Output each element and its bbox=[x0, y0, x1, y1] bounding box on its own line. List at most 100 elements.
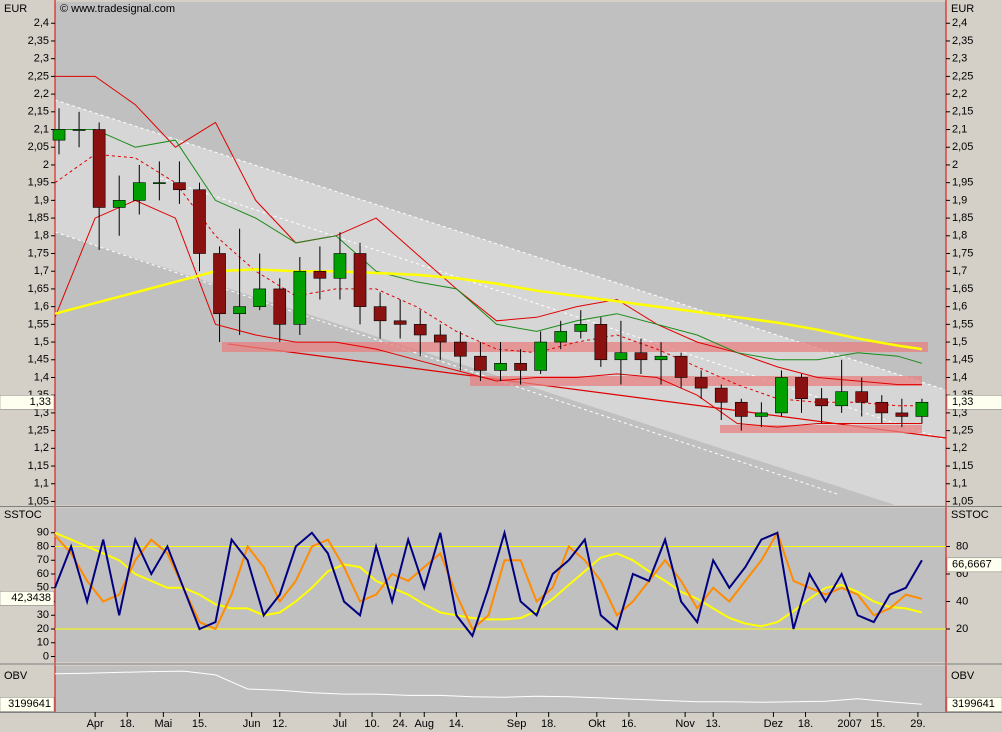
y-tick-label: 1,5 bbox=[34, 336, 49, 348]
y-tick-label: 10 bbox=[37, 637, 49, 649]
x-tick-label: Dez bbox=[764, 718, 784, 730]
candle-body bbox=[132, 182, 146, 201]
value-box bbox=[946, 557, 1002, 573]
y-tick-label: 1,65 bbox=[952, 283, 973, 295]
candle-body bbox=[634, 352, 648, 361]
y-tick-label: 1,55 bbox=[952, 318, 973, 330]
y-tick-label: 1,85 bbox=[28, 212, 49, 224]
candle-body bbox=[193, 189, 206, 254]
y-tick-label: 1,25 bbox=[28, 425, 49, 437]
x-tick-label: Nov bbox=[675, 718, 695, 730]
candle-body bbox=[514, 363, 527, 371]
y-tick-label: 30 bbox=[37, 609, 49, 621]
y-tick-label: 1,4 bbox=[952, 371, 967, 383]
candle-body bbox=[112, 200, 126, 208]
candle-body bbox=[474, 355, 487, 371]
obv-title: OBV bbox=[951, 670, 975, 682]
candle-body bbox=[333, 253, 347, 279]
y-tick-label: 1,75 bbox=[952, 247, 973, 259]
obv-plot-area bbox=[55, 666, 946, 712]
x-tick-label: 15. bbox=[192, 718, 207, 730]
y-tick-label: 2,4 bbox=[34, 17, 49, 29]
candle-body bbox=[433, 334, 447, 343]
candle-body bbox=[895, 412, 909, 417]
candle-body bbox=[413, 324, 427, 336]
x-tick-label: Aug bbox=[414, 718, 434, 730]
candle-body bbox=[835, 391, 848, 407]
y-tick-label: 1,3 bbox=[34, 407, 49, 419]
x-tick-label: Mai bbox=[154, 718, 172, 730]
x-tick-label: 2007 bbox=[837, 718, 861, 730]
y-tick-label: 1,1 bbox=[34, 478, 49, 490]
value-label: 66,6667 bbox=[952, 559, 992, 571]
overlay-line bbox=[54, 199, 922, 428]
candle-body bbox=[173, 182, 186, 191]
y-tick-label: 1,2 bbox=[952, 442, 967, 454]
x-tick-label: Apr bbox=[87, 718, 104, 730]
y-tick-label: 1,9 bbox=[34, 194, 49, 206]
y-tick-label: 2,35 bbox=[952, 35, 973, 47]
x-tick-label: 18. bbox=[120, 718, 135, 730]
y-tick-label: 1,45 bbox=[952, 354, 973, 366]
channel-upper bbox=[54, 99, 947, 391]
value-box bbox=[0, 697, 55, 712]
y-tick-label: 1,9 bbox=[952, 194, 967, 206]
channel-middle bbox=[159, 177, 947, 441]
value-box bbox=[946, 395, 1002, 410]
y-tick-label: 20 bbox=[37, 623, 49, 635]
y-tick-label: 1,05 bbox=[28, 495, 49, 507]
y-tick-label: 2 bbox=[952, 159, 958, 171]
y2-tick-label: 80 bbox=[956, 540, 968, 552]
resistance-zone bbox=[222, 342, 928, 352]
overlay-line bbox=[55, 75, 922, 386]
y-tick-label: 2,15 bbox=[28, 106, 49, 118]
candle-body bbox=[554, 331, 568, 343]
y-tick-label: 1,4 bbox=[34, 371, 49, 383]
candle-body bbox=[915, 401, 929, 417]
candle-body bbox=[594, 324, 608, 361]
y-tick-label: 1,95 bbox=[952, 177, 973, 189]
x-tick-label: 10. bbox=[364, 718, 379, 730]
x-tick-label: Sep bbox=[507, 718, 527, 730]
candle-body bbox=[534, 341, 547, 371]
candle-body bbox=[153, 182, 166, 184]
candle-body bbox=[614, 352, 628, 361]
series-line bbox=[54, 531, 923, 628]
y-tick-label: 2,05 bbox=[28, 141, 49, 153]
x-tick-label: 18. bbox=[541, 718, 556, 730]
y-tick-label: 50 bbox=[37, 582, 49, 594]
x-tick-label: 18. bbox=[798, 718, 813, 730]
y-tick-label: 60 bbox=[37, 568, 49, 580]
y-tick-label: 1,2 bbox=[34, 442, 49, 454]
x-tick-label: Jul bbox=[333, 718, 347, 730]
x-tick-label: Jun bbox=[243, 718, 261, 730]
price-axis-title: EUR bbox=[4, 3, 27, 15]
x-tick-label: 16. bbox=[621, 718, 636, 730]
y-tick-label: 1,1 bbox=[952, 478, 967, 490]
watermark: © www.tradesignal.com bbox=[60, 3, 175, 15]
y-tick-label: 2,35 bbox=[28, 35, 49, 47]
candle-body bbox=[373, 306, 387, 322]
x-tick-label: Okt bbox=[588, 718, 605, 730]
candle-body bbox=[253, 288, 267, 307]
y-tick-label: 1,5 bbox=[952, 336, 967, 348]
y-tick-label: 1,45 bbox=[28, 354, 49, 366]
overlay-line bbox=[55, 129, 923, 364]
candle-body bbox=[714, 387, 728, 403]
value-box bbox=[0, 395, 55, 410]
candle-body bbox=[393, 320, 407, 325]
y-tick-label: 2,25 bbox=[28, 70, 49, 82]
y-tick-label: 1,25 bbox=[952, 425, 973, 437]
candle-body bbox=[815, 398, 828, 407]
candle-body bbox=[52, 129, 66, 141]
candle-body bbox=[494, 363, 507, 371]
overlay-line bbox=[54, 268, 923, 351]
candle-body bbox=[454, 341, 467, 357]
candle-body bbox=[353, 253, 367, 307]
candle-body bbox=[92, 129, 106, 208]
candle-body bbox=[734, 401, 748, 417]
y-tick-label: 1,95 bbox=[28, 177, 49, 189]
y-tick-label: 90 bbox=[37, 527, 49, 539]
candle-body bbox=[233, 306, 246, 315]
y-tick-label: 2,05 bbox=[952, 141, 973, 153]
